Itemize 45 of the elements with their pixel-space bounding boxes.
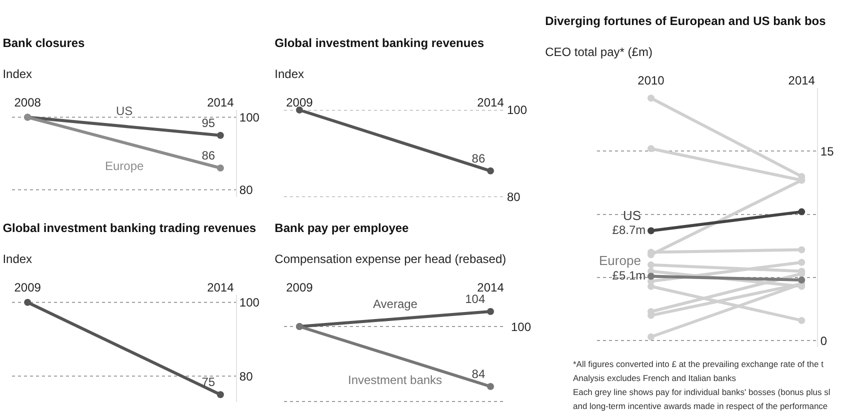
annotation: Analysis excludes French and Italian banks [573,373,736,383]
chart-title: Global investment banking revenues [274,36,484,50]
series-label: Investment banks [348,373,442,387]
y-tick-label: 80 [239,182,254,197]
data-label: 86 [472,152,486,166]
x-tick-label: 2014 [788,74,816,88]
chart-subtitle: Index [274,66,304,81]
chart-title: Bank closures [2,36,86,50]
y-tick-label: 0 [820,334,828,348]
x-tick-label: 2009 [286,280,314,295]
chart-subtitle: Index [2,252,32,266]
chart-subtitle: Index [2,66,32,81]
data-label: 86 [202,148,216,163]
text: Each grey line shows pay for individual banks' bosses (bonus plus sl [573,387,830,397]
text: and long-term incentive awards made in respect of the performance [573,401,828,411]
chart-title: Bank pay per employee [274,221,410,236]
series-label: US [116,104,133,118]
chart-subtitle: Compensation expense per head (rebased) [274,252,506,266]
y-tick-label: 80 [239,369,254,384]
series-label: Europe [599,253,641,268]
y-tick-label: 100 [239,296,260,310]
series-label: Average [373,297,418,311]
x-tick-label: 2014 [477,280,504,295]
annotation: *All figures converted into £ at the prevailing exchange rate of the t [573,359,824,369]
x-tick-label: 2014 [207,280,234,295]
chart-title: Global investment banking trading revenues [2,221,256,236]
chart-subtitle: CEO total pay* (£m) [545,44,652,59]
y-tick-label: 100 [239,110,260,124]
y-tick-label: 80 [507,190,521,204]
data-label: 75 [202,375,216,390]
x-tick-label: 2014 [207,96,234,110]
x-tick-label: 2009 [14,280,42,295]
series-label: Europe [105,159,144,173]
data-label: £5.1m [612,268,646,282]
data-label: 84 [472,367,486,382]
x-tick-label: 2008 [14,96,42,110]
x-tick-label: 2014 [477,96,504,110]
data-label: £8.7m [612,222,646,237]
data-label: 104 [465,292,486,306]
data-label: 95 [202,116,216,130]
series-label: US [623,208,642,223]
y-tick-label: 15 [820,144,834,158]
x-tick-label: 2009 [286,96,314,110]
x-tick-label: 2010 [638,74,665,88]
chart-title: Diverging fortunes of European and US bank bos [545,14,826,28]
